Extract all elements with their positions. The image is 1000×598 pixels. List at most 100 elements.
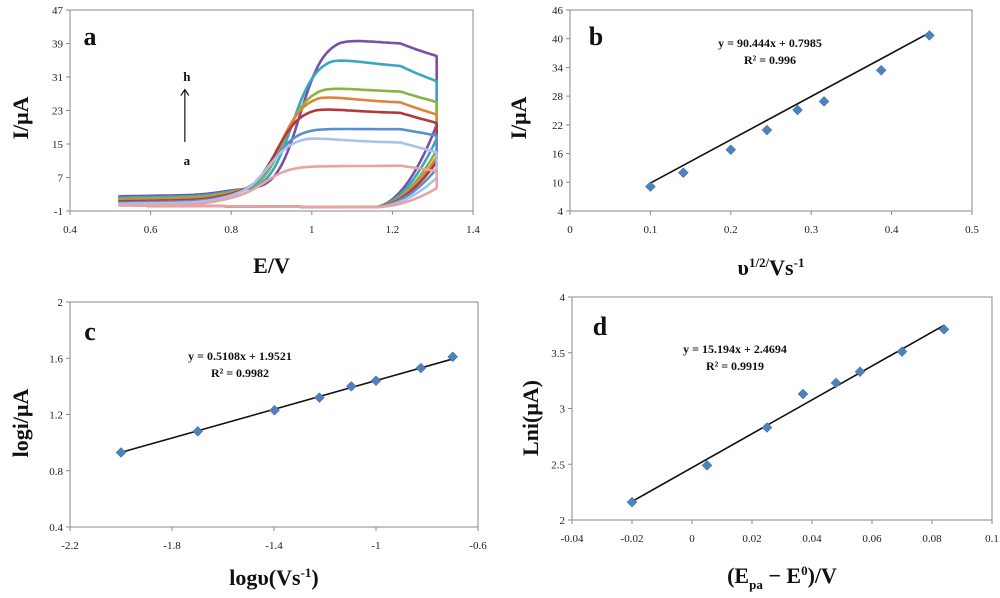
cv-curve-4 (117, 96, 438, 209)
arrow-bottom-label: a (184, 153, 191, 168)
y-tick-label: 10 (552, 177, 564, 189)
y-tick-label: 3.5 (551, 348, 565, 360)
x-tick-label: 0.06 (862, 533, 882, 545)
y-tick-label: 46 (552, 5, 564, 17)
x-tick-label: -1.8 (163, 540, 181, 552)
y-tick-label: 0.8 (49, 466, 63, 478)
y-tick-label: 22 (552, 120, 563, 132)
trendline (650, 32, 930, 184)
panel-label: a (84, 22, 97, 51)
data-point (626, 496, 638, 508)
x-tick-label: 0.3 (804, 224, 818, 236)
data-point (415, 362, 427, 374)
x-tick-label: 0.08 (922, 533, 942, 545)
y-tick-label: 1.2 (49, 410, 63, 422)
x-tick-label: -2.2 (61, 540, 78, 552)
data-point (938, 323, 950, 335)
data-point (797, 388, 809, 400)
x-tick-label: 0.4 (63, 224, 77, 236)
x-tick-label: 1.4 (466, 224, 480, 236)
y-tick-label: 34 (552, 62, 564, 74)
y-tick-label: 47 (52, 5, 64, 17)
data-point (924, 30, 935, 41)
x-tick-label: 0 (689, 533, 695, 545)
y-tick-label: 3 (560, 404, 566, 416)
x-tick-label: 0.04 (802, 533, 822, 545)
y-tick-label: -1 (54, 206, 63, 218)
plot-area (115, 351, 459, 458)
data-point (830, 377, 842, 389)
x-tick-label: -0.04 (561, 533, 584, 545)
trendline-equation: y = 0.5108x + 1.9521 (188, 349, 292, 363)
data-point (192, 426, 204, 437)
data-point (645, 181, 656, 192)
cv-curve-2 (117, 59, 438, 209)
plot-area (626, 323, 950, 508)
r-squared: R² = 0.9982 (211, 366, 269, 380)
arrow-top-label: h (183, 69, 191, 84)
trendline (631, 324, 945, 503)
trendline (120, 358, 453, 454)
plot-frame (571, 296, 993, 521)
y-tick-label: 2 (560, 515, 566, 527)
x-axis-label: υ1/2/Vs-1 (738, 255, 805, 280)
plot-area (117, 39, 438, 209)
y-tick-label: 40 (552, 34, 564, 46)
plot-area (645, 30, 935, 192)
y-tick-label: 2.5 (551, 459, 565, 471)
x-tick-label: 0.02 (742, 533, 761, 545)
x-tick-label: 1.2 (386, 224, 400, 236)
y-axis-label: logi/μA (8, 389, 33, 458)
y-tick-label: 15 (52, 139, 64, 151)
r-squared: R² = 0.996 (744, 53, 796, 67)
cv-curve-5 (118, 108, 438, 209)
data-point (447, 351, 459, 363)
y-tick-label: 31 (52, 72, 63, 84)
y-axis-label: Lni(μA) (518, 380, 543, 456)
x-tick-label: -0.6 (469, 540, 487, 552)
x-tick-label: 0 (567, 224, 573, 236)
x-tick-label: 0.6 (144, 224, 158, 236)
y-axis-label: I/μA (8, 96, 33, 139)
y-axis-label: I/μA (506, 96, 531, 139)
panel-d: 2 2.5 3 3.5 4 -0.04 -0.02 0 0.02 0.04 0.06 0.08 0.1 (… (518, 292, 999, 592)
x-axis-label: (Epa − E0)/V (727, 563, 837, 592)
panel-a: -1 7 15 23 31 39 47 0.4 0.6 0.8 1 1.2 1.4 E/V I/μA a h a (8, 5, 480, 278)
y-tick-label: 4 (558, 206, 564, 218)
x-tick-label: 0.1 (985, 533, 999, 545)
data-point (818, 96, 830, 107)
x-tick-label: 1 (309, 224, 315, 236)
y-tick-label: 28 (552, 91, 564, 103)
y-tick-label: 23 (52, 106, 64, 118)
data-point (896, 346, 908, 357)
x-axis-label: logυ(Vs-1) (229, 565, 318, 590)
x-tick-label: 0.4 (885, 224, 899, 236)
y-tick-label: 4 (560, 292, 566, 304)
x-tick-label: -0.02 (621, 533, 644, 545)
panel-label: d (593, 312, 608, 341)
data-point (761, 422, 773, 433)
data-point (370, 375, 382, 387)
x-tick-label: -1.4 (265, 540, 283, 552)
x-axis-label: E/V (253, 253, 290, 278)
y-tick-label: 7 (58, 173, 64, 185)
data-point (345, 381, 357, 392)
x-tick-label: 0.1 (644, 224, 658, 236)
r-squared: R² = 0.9919 (706, 359, 764, 373)
panel-c: 0.4 0.8 1.2 1.6 2 -2.2 -1.8 -1.4 -1 -0.6 logυ(Vs-1… (8, 297, 487, 590)
data-point (269, 404, 280, 416)
data-point (875, 64, 887, 76)
data-point (115, 447, 127, 458)
x-tick-label: 0.8 (224, 224, 238, 236)
x-tick-label: -1 (371, 540, 380, 552)
y-tick-label: 16 (552, 149, 564, 161)
y-tick-label: 2 (58, 297, 64, 309)
cv-curve-8 (118, 164, 438, 209)
x-tick-label: 0.5 (965, 224, 979, 236)
data-point (678, 167, 689, 179)
data-point (792, 104, 803, 116)
y-tick-label: 39 (52, 39, 64, 51)
data-point (701, 460, 713, 471)
arrow-head (180, 88, 190, 96)
